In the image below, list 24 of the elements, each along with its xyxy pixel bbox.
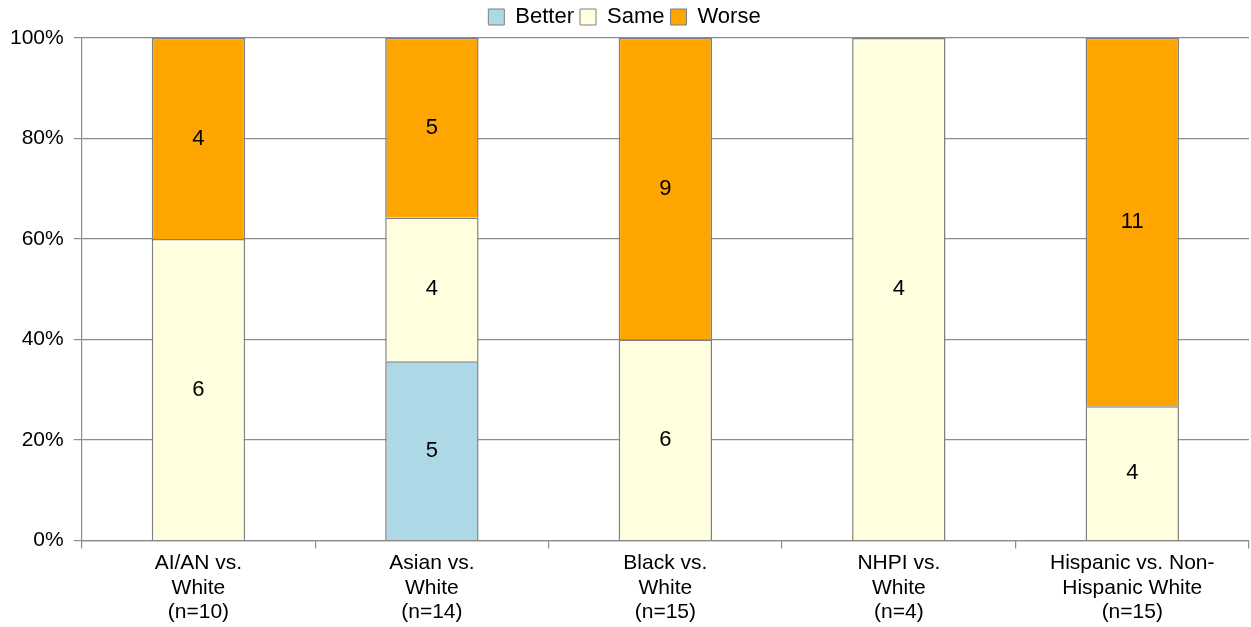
- legend-label: Worse: [697, 3, 761, 29]
- x-tick-label: NHPI vs. White (n=4): [857, 550, 941, 622]
- annotation: 5: [425, 113, 439, 139]
- annotation: 6: [659, 425, 672, 451]
- y-tick-label: 40%: [21, 326, 64, 350]
- annotation: 4: [425, 275, 439, 301]
- annotation: 4: [892, 275, 905, 301]
- x-tick-label: AI/AN vs. White (n=10): [154, 550, 243, 622]
- y-tick-label: 100%: [9, 24, 64, 48]
- y-tick-label: 0%: [33, 527, 64, 551]
- annotation: 6: [192, 375, 205, 401]
- legend-label: Better: [515, 3, 575, 29]
- x-tick-label: Hispanic vs. Non- Hispanic White (n=15): [1049, 550, 1215, 622]
- annotation: 4: [192, 124, 205, 150]
- y-tick-label: 60%: [21, 225, 64, 249]
- x-tick-label: Black vs. White (n=15): [623, 550, 708, 622]
- annotation: 9: [659, 174, 672, 200]
- y-tick-label: 20%: [21, 426, 64, 450]
- x-tick-label: Asian vs. White (n=14): [389, 550, 475, 622]
- annotation: 4: [1126, 459, 1139, 485]
- annotation: 11: [1120, 208, 1144, 234]
- y-tick-label: 80%: [21, 125, 64, 149]
- legend-label: Same: [607, 3, 665, 29]
- annotation: 5: [425, 436, 439, 462]
